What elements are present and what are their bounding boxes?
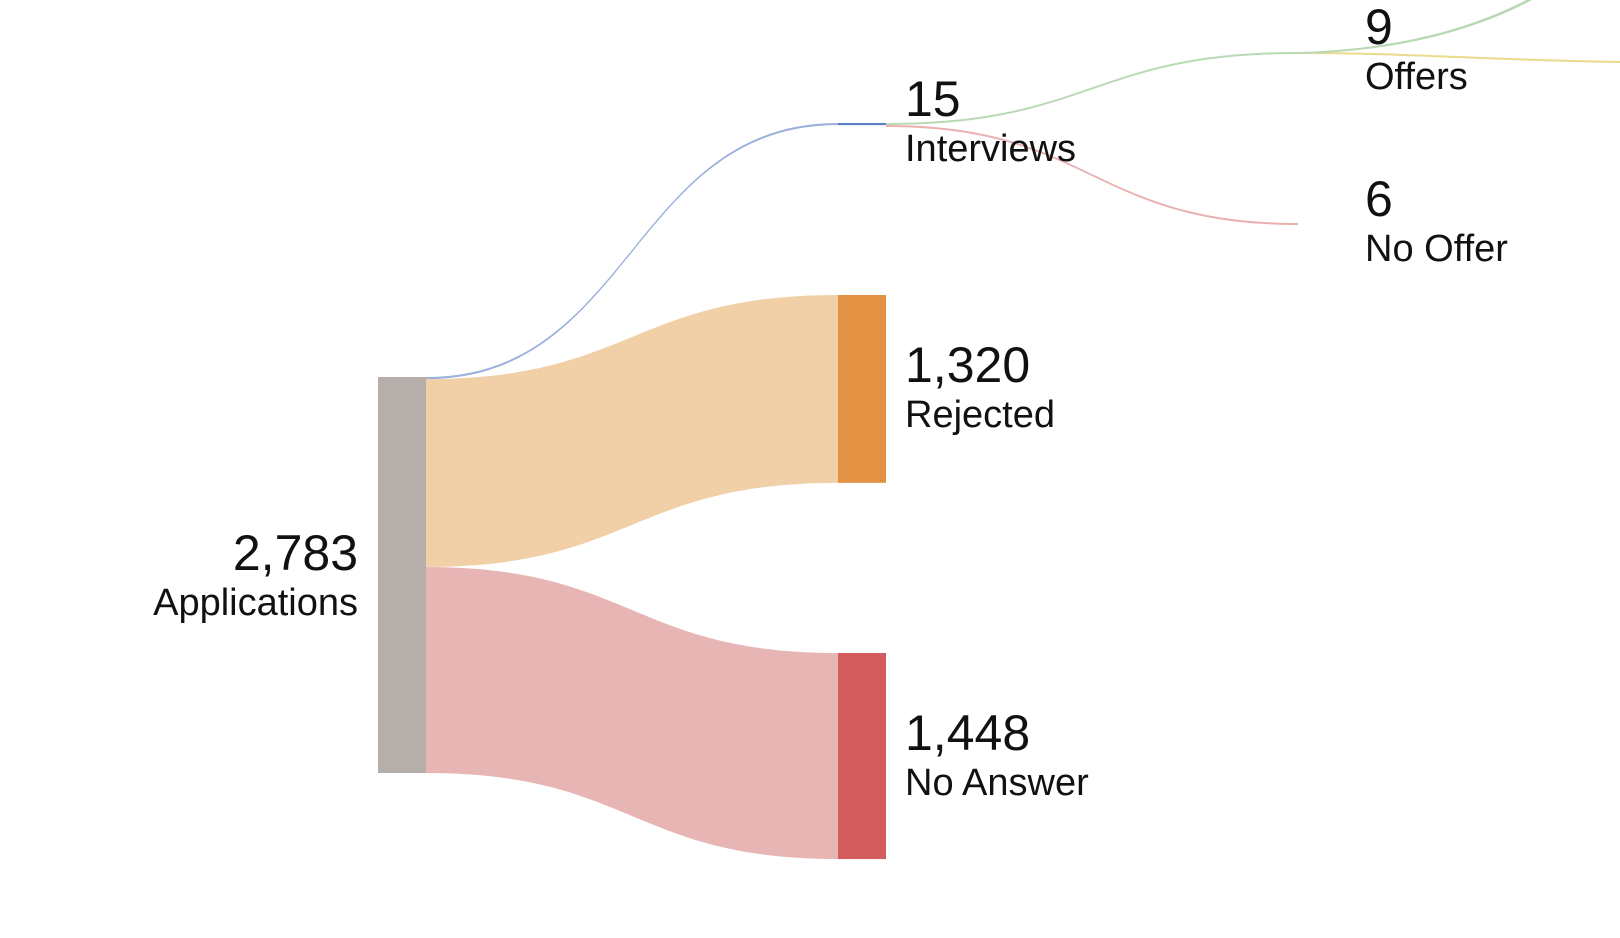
link-interviews-to-offers <box>886 52 1298 125</box>
node-applications <box>378 377 426 773</box>
label-offers: 9 Offers <box>1365 2 1468 96</box>
node-name: Interviews <box>905 128 1077 170</box>
label-interviews: 15 Interviews <box>905 74 1076 168</box>
node-name: No Offer <box>1365 228 1508 270</box>
node-interviews <box>838 123 886 126</box>
node-name: No Answer <box>905 762 1089 804</box>
node-name: Rejected <box>905 394 1055 436</box>
node-value: 6 <box>1365 171 1393 227</box>
label-applications: 2,783 Applications <box>153 528 358 622</box>
node-value: 15 <box>905 71 961 127</box>
sankey-links <box>426 0 1620 860</box>
node-rejected <box>838 295 886 483</box>
node-value: 1,448 <box>905 705 1031 761</box>
label-rejected: 1,320 Rejected <box>905 340 1055 434</box>
label-no-answer: 1,448 No Answer <box>905 708 1089 802</box>
link-interviews-to-no_offer <box>886 125 1298 225</box>
node-value: 1,320 <box>905 337 1031 393</box>
node-value: 9 <box>1365 0 1393 55</box>
link-offers-continuation <box>1298 52 1620 63</box>
node-no-answer <box>838 653 886 860</box>
link-applications-to-no_answer <box>426 566 838 860</box>
sankey-nodes <box>378 123 886 860</box>
node-name: Applications <box>153 582 358 624</box>
link-applications-to-interviews <box>426 123 838 380</box>
node-name: Offers <box>1365 56 1468 98</box>
link-applications-to-rejected <box>426 295 838 567</box>
node-value: 2,783 <box>232 525 358 581</box>
label-no-offer: 6 No Offer <box>1365 174 1508 268</box>
